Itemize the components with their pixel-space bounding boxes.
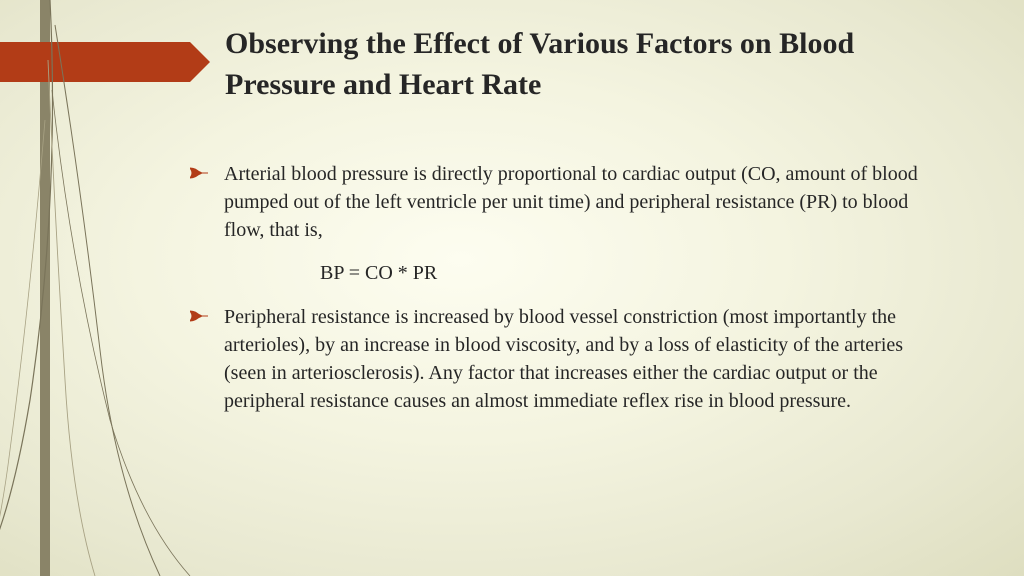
- slide-title: Observing the Effect of Various Factors …: [225, 24, 925, 105]
- vertical-accent-bar: [40, 0, 50, 576]
- bullet-arrow-icon: [190, 308, 208, 324]
- accent-arrow: [0, 42, 210, 82]
- slide-body: Arterial blood pressure is directly prop…: [190, 160, 935, 433]
- bullet-item: Arterial blood pressure is directly prop…: [190, 160, 935, 244]
- bullet-arrow-icon: [190, 165, 208, 181]
- bullet-text: Peripheral resistance is increased by bl…: [224, 303, 935, 415]
- bullet-text: Arterial blood pressure is directly prop…: [224, 160, 935, 244]
- formula-text: BP = CO * PR: [320, 262, 935, 285]
- bullet-item: Peripheral resistance is increased by bl…: [190, 303, 935, 415]
